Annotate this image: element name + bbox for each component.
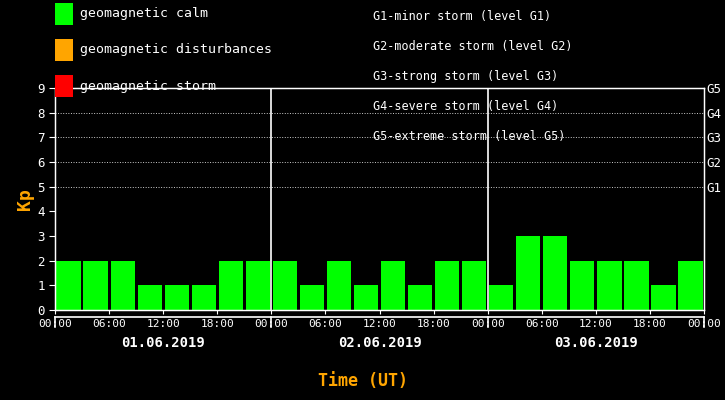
- Bar: [83, 261, 108, 310]
- Bar: [110, 261, 135, 310]
- Bar: [489, 285, 513, 310]
- Bar: [543, 236, 568, 310]
- Bar: [165, 285, 189, 310]
- Bar: [597, 261, 621, 310]
- Bar: [408, 285, 432, 310]
- Text: 01.06.2019: 01.06.2019: [121, 336, 205, 350]
- Bar: [381, 261, 405, 310]
- Text: G2-moderate storm (level G2): G2-moderate storm (level G2): [373, 40, 573, 53]
- Text: 03.06.2019: 03.06.2019: [554, 336, 638, 350]
- Bar: [273, 261, 297, 310]
- Text: G5-extreme storm (level G5): G5-extreme storm (level G5): [373, 130, 566, 143]
- Bar: [327, 261, 351, 310]
- Text: 02.06.2019: 02.06.2019: [338, 336, 421, 350]
- Text: geomagnetic disturbances: geomagnetic disturbances: [80, 44, 273, 56]
- Bar: [679, 261, 703, 310]
- Bar: [462, 261, 486, 310]
- Bar: [299, 285, 324, 310]
- Bar: [570, 261, 594, 310]
- Text: geomagnetic calm: geomagnetic calm: [80, 8, 209, 20]
- Text: G4-severe storm (level G4): G4-severe storm (level G4): [373, 100, 559, 113]
- Text: Time (UT): Time (UT): [318, 372, 407, 390]
- Y-axis label: Kp: Kp: [17, 188, 34, 210]
- Text: G3-strong storm (level G3): G3-strong storm (level G3): [373, 70, 559, 83]
- Bar: [435, 261, 460, 310]
- Bar: [624, 261, 649, 310]
- Text: G1-minor storm (level G1): G1-minor storm (level G1): [373, 10, 552, 23]
- Text: geomagnetic storm: geomagnetic storm: [80, 80, 217, 92]
- Bar: [651, 285, 676, 310]
- Bar: [354, 285, 378, 310]
- Bar: [191, 285, 216, 310]
- Bar: [138, 285, 162, 310]
- Bar: [246, 261, 270, 310]
- Bar: [516, 236, 540, 310]
- Bar: [219, 261, 243, 310]
- Bar: [57, 261, 80, 310]
